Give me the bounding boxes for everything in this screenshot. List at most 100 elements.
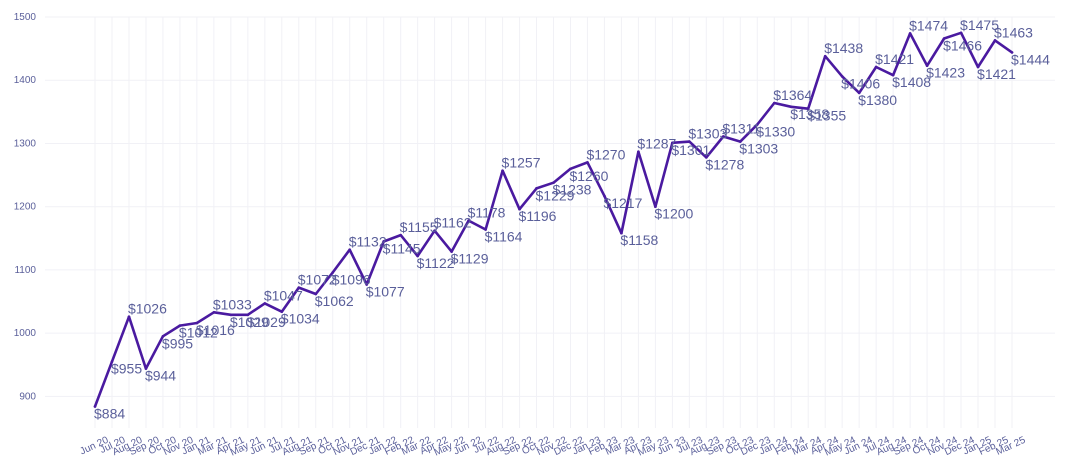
data-label: $1196 [519,208,557,224]
data-label: $1380 [858,92,897,108]
data-label: $1466 [943,37,982,53]
data-point [467,219,470,222]
series-line-group [93,31,1014,408]
data-label: $1287 [637,136,676,152]
data-point [620,231,623,235]
data-point [671,141,674,145]
data-label: $1444 [1011,51,1050,67]
data-label: $944 [145,368,176,384]
y-axis: 900 1000 1100 1200 1300 1400 1500 [14,12,37,402]
data-point [484,228,487,231]
data-label: $1072 [298,272,337,288]
data-point [789,105,793,109]
data-label: $1303 [688,126,727,142]
data-label: $1270 [586,146,625,162]
data-label: $1129 [451,251,489,267]
data-label: $1033 [213,296,252,312]
data-point [229,313,233,317]
data-label: $1358 [790,106,829,122]
y-tick-label: 1000 [14,328,37,339]
data-label: $1012 [179,325,218,341]
data-point [348,248,352,251]
data-label: $1164 [485,228,523,244]
data-point [603,194,606,198]
data-point [654,205,657,208]
data-point [93,405,97,408]
data-label: $1077 [366,283,405,299]
data-point [416,254,419,258]
data-labels: $884 $955 $1026 $944 $995$1012$1016 $1033 $102… [94,17,1050,422]
y-tick-label: 1500 [14,12,37,23]
data-label: $1278 [705,156,744,172]
data-label: $1423 [926,65,965,81]
data-label: $1303 [739,141,778,157]
data-point [433,229,436,233]
data-point [705,156,708,159]
data-point [535,187,538,190]
data-point [365,283,369,286]
grid [45,16,1055,428]
data-point [501,169,504,172]
data-label: $1257 [502,155,541,171]
y-tick-label: 1300 [14,138,37,149]
data-label: $1301 [671,142,710,158]
data-label: $1200 [654,206,693,222]
data-point [518,207,521,211]
data-point [942,37,946,40]
data-label: $955 [111,361,142,377]
data-point [195,321,199,325]
data-point [925,64,929,67]
data-label: $1311 [722,121,760,137]
data-point [586,161,589,164]
data-point [874,65,878,69]
data-label: $1330 [756,123,795,139]
data-point [263,302,267,305]
data-label: $1217 [603,195,642,211]
data-point [144,367,148,370]
data-point [280,310,284,313]
data-label: $1122 [417,255,455,271]
data-point [722,135,725,138]
data-point [637,150,640,153]
data-point [161,335,165,338]
data-point [823,54,827,58]
data-label: $1029 [247,314,286,330]
data-point [738,140,742,143]
data-point [891,73,895,77]
data-point [382,240,385,243]
y-tick-label: 1200 [14,202,37,213]
data-point [399,233,402,237]
data-point [993,39,997,42]
data-label: $1229 [536,187,575,203]
data-point [246,313,250,317]
data-label: $1355 [807,108,846,124]
data-label: $1155 [400,219,438,235]
data-label: $1158 [620,232,658,248]
data-point [976,65,980,69]
data-point [806,107,810,110]
data-point [212,310,216,314]
data-label: $1034 [281,311,320,327]
data-label: $1260 [569,168,608,184]
data-point [1010,51,1014,54]
data-point [857,91,861,95]
data-label: $1162 [434,215,472,231]
y-tick-label: 1400 [14,75,37,86]
data-label: $1408 [892,74,931,90]
data-point [552,181,555,184]
data-label: $884 [94,406,125,422]
data-point [110,360,114,363]
data-label: $1016 [196,322,235,338]
data-point [178,324,182,327]
data-label: $1132 [349,234,387,250]
data-label: $1026 [128,301,167,317]
data-label: $1178 [468,205,506,221]
data-label: $1474 [909,17,948,33]
data-label: $1475 [960,17,999,33]
data-label: $1096 [332,271,371,287]
data-label: $1029 [230,314,269,330]
y-tick-label: 900 [19,391,36,402]
